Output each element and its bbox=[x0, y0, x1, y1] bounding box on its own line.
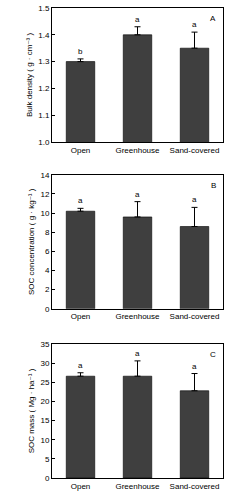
svg-text:SOC concentration ( g · kg⁻¹ ): SOC concentration ( g · kg⁻¹ ) bbox=[27, 188, 36, 295]
svg-text:a: a bbox=[78, 361, 83, 370]
svg-text:1.2: 1.2 bbox=[38, 84, 50, 93]
svg-text:b: b bbox=[78, 47, 83, 56]
svg-text:2: 2 bbox=[45, 285, 50, 294]
svg-text:12: 12 bbox=[40, 190, 49, 199]
svg-text:14: 14 bbox=[40, 171, 49, 180]
svg-text:6: 6 bbox=[45, 247, 50, 256]
svg-text:a: a bbox=[135, 190, 140, 199]
svg-text:1.5: 1.5 bbox=[38, 4, 50, 13]
svg-text:Bulk density ( g · cm⁻³ ): Bulk density ( g · cm⁻³ ) bbox=[25, 33, 34, 118]
svg-text:A: A bbox=[210, 14, 216, 23]
svg-text:10: 10 bbox=[40, 209, 49, 218]
svg-text:a: a bbox=[135, 15, 140, 24]
svg-text:1.1: 1.1 bbox=[38, 111, 50, 120]
svg-text:15: 15 bbox=[40, 416, 49, 425]
svg-text:20: 20 bbox=[40, 397, 49, 406]
svg-text:4: 4 bbox=[45, 266, 50, 275]
svg-text:30: 30 bbox=[40, 359, 49, 368]
svg-text:B: B bbox=[211, 181, 216, 190]
svg-text:0: 0 bbox=[45, 474, 50, 483]
svg-text:a: a bbox=[135, 349, 140, 358]
svg-text:10: 10 bbox=[40, 436, 49, 445]
svg-text:C: C bbox=[210, 350, 216, 359]
svg-text:1.3: 1.3 bbox=[38, 57, 50, 66]
svg-text:1.4: 1.4 bbox=[38, 31, 50, 40]
svg-text:1.0: 1.0 bbox=[38, 138, 50, 147]
svg-text:25: 25 bbox=[40, 378, 49, 387]
svg-text:a: a bbox=[192, 362, 197, 371]
svg-text:a: a bbox=[192, 20, 197, 29]
svg-text:5: 5 bbox=[45, 455, 50, 464]
svg-text:Greenhouse: Greenhouse bbox=[115, 482, 160, 491]
svg-text:SOC mass ( Mg · ha⁻¹ ): SOC mass ( Mg · ha⁻¹ ) bbox=[27, 368, 36, 453]
svg-text:Sand-covered: Sand-covered bbox=[170, 482, 220, 491]
svg-text:Sand-covered: Sand-covered bbox=[170, 146, 220, 155]
svg-text:Open: Open bbox=[71, 482, 91, 491]
svg-text:Open: Open bbox=[71, 312, 91, 321]
svg-text:a: a bbox=[192, 195, 197, 204]
svg-text:Greenhouse: Greenhouse bbox=[115, 312, 160, 321]
svg-text:0: 0 bbox=[45, 305, 50, 314]
svg-text:Open: Open bbox=[71, 146, 91, 155]
svg-text:Sand-covered: Sand-covered bbox=[170, 312, 220, 321]
svg-text:8: 8 bbox=[45, 228, 50, 237]
svg-text:35: 35 bbox=[40, 340, 49, 349]
svg-text:a: a bbox=[78, 196, 83, 205]
svg-text:Greenhouse: Greenhouse bbox=[115, 146, 160, 155]
